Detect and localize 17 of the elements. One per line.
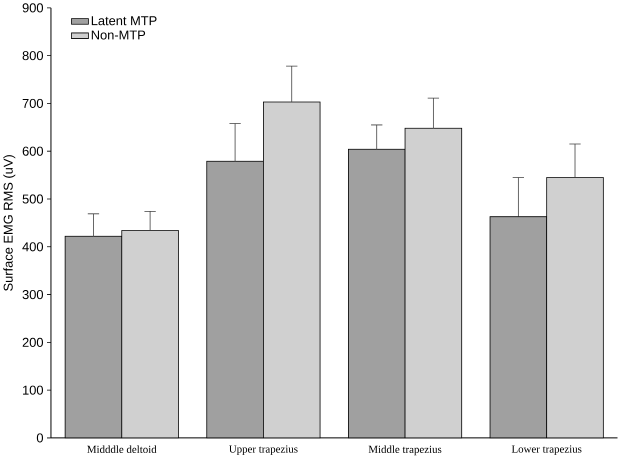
y-tick-label: 500	[22, 194, 44, 204]
legend-label: Non-MTP	[92, 30, 146, 40]
y-tick-label: 700	[22, 99, 44, 108]
y-tick-label: 900	[22, 4, 44, 13]
y-tick-label: 200	[22, 338, 44, 348]
x-tick-label: Middle trapezius	[368, 446, 442, 456]
x-tick-label: Upper trapezius	[229, 446, 298, 456]
y-tick-label: 0	[36, 434, 44, 443]
y-tick-label: 800	[22, 51, 44, 60]
y-tick-label: 300	[22, 290, 44, 300]
y-tick-label: 600	[22, 146, 44, 156]
y-tick-label: 400	[22, 242, 44, 252]
y-tick-label: 100	[23, 386, 44, 395]
legend-label: Latent MTP	[92, 16, 157, 26]
x-tick-label: Midddle deltoid	[87, 446, 157, 454]
y-axis-title: Surface EMG RMS (uV)	[3, 155, 16, 292]
x-tick-label: Lower trapezius	[512, 446, 582, 456]
